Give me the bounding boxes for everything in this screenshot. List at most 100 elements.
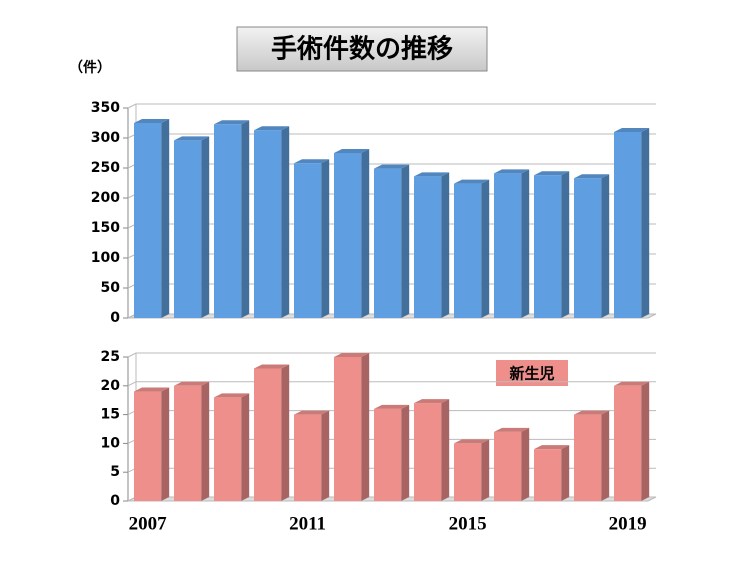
x-tick-label: 2019 [609, 513, 647, 534]
bar-top [414, 399, 450, 404]
bar [614, 132, 642, 318]
bar [134, 391, 162, 501]
bar [494, 173, 522, 318]
bar-side [601, 410, 610, 501]
bar [254, 130, 282, 318]
bar-side [161, 387, 170, 501]
bar [134, 123, 162, 318]
y-tick-label: 250 [91, 160, 120, 176]
y-tick-label: 0 [110, 310, 120, 326]
bar [294, 414, 322, 501]
bar-side [281, 364, 290, 501]
bar-top [454, 179, 490, 184]
bar-top [254, 126, 290, 131]
bar-side [481, 439, 490, 501]
bar-top [134, 387, 170, 392]
bar-top [574, 174, 610, 179]
bar [574, 414, 602, 501]
bar-top [494, 427, 530, 432]
y-tick-label: 20 [101, 378, 121, 394]
bar [214, 397, 242, 501]
x-tick-label: 2007 [129, 513, 168, 534]
y-tick-label: 50 [101, 280, 121, 296]
bar-side [321, 159, 330, 318]
bar [534, 449, 562, 501]
y-tick-label: 150 [91, 220, 120, 236]
bar [374, 408, 402, 501]
bar [534, 175, 562, 318]
bar-side [401, 164, 410, 318]
y-tick-label: 300 [91, 130, 120, 146]
bar-top [614, 381, 650, 386]
y-tick-label: 100 [91, 250, 120, 266]
bar-top [214, 120, 250, 125]
y-tick-label: 5 [110, 464, 120, 480]
bar-side [561, 171, 570, 318]
bar-top [574, 410, 610, 415]
bar-top [414, 172, 450, 177]
bar [454, 183, 482, 318]
bar-top [614, 128, 650, 132]
chart-title: 手術件数の推移 [271, 35, 453, 65]
bar-top [294, 159, 330, 164]
y-tick-label: 25 [101, 349, 120, 365]
bar-top [134, 119, 170, 123]
bar-top [334, 353, 370, 357]
x-tick-label: 2015 [449, 513, 487, 534]
bar-top [334, 149, 370, 153]
bar [414, 176, 442, 318]
bar-side [361, 149, 370, 318]
bar-side [401, 404, 410, 501]
bar [294, 163, 322, 318]
bar [174, 385, 202, 501]
grid-line [127, 103, 656, 109]
x-tick-label: 2011 [289, 513, 326, 534]
bar-side [241, 393, 250, 501]
bar-top [454, 439, 490, 444]
bar-side [361, 353, 370, 501]
bar-side [481, 179, 490, 318]
bar-side [441, 399, 450, 501]
bar-top [174, 381, 210, 386]
bar-side [321, 410, 330, 501]
annotation: 新生児 [509, 365, 554, 383]
bar-side [601, 174, 610, 318]
bar-side [521, 169, 530, 318]
bar-top [174, 136, 210, 141]
bar-side [641, 381, 650, 501]
bar [214, 124, 242, 318]
grid-line [127, 381, 656, 387]
bar-top [294, 410, 330, 415]
bar-side [561, 445, 570, 501]
y-tick-label: 0 [110, 493, 120, 509]
bar-top [374, 164, 410, 169]
bar-top [214, 393, 250, 398]
bar-side [641, 128, 650, 318]
bar [174, 140, 202, 318]
bar-side [241, 120, 250, 318]
bar [334, 153, 362, 318]
bar [574, 178, 602, 318]
bar [494, 431, 522, 501]
bar-side [161, 119, 170, 318]
y-tick-label: 200 [91, 190, 120, 206]
y-tick-label: 15 [101, 407, 120, 423]
bar [374, 168, 402, 318]
title-box [236, 26, 488, 72]
grid-line [127, 352, 656, 358]
bar [414, 403, 442, 501]
bar-top [534, 445, 570, 450]
bar-top [254, 364, 290, 369]
bar-side [441, 172, 450, 318]
y-tick-label: 350 [91, 100, 120, 116]
bar [454, 443, 482, 501]
bar-top [494, 169, 530, 174]
bar-side [201, 136, 210, 318]
bar-side [281, 126, 290, 318]
bar-top [374, 404, 410, 409]
bar [254, 368, 282, 501]
y-tick-label: 10 [101, 435, 121, 451]
bar [334, 357, 362, 501]
bar-top [534, 171, 570, 176]
